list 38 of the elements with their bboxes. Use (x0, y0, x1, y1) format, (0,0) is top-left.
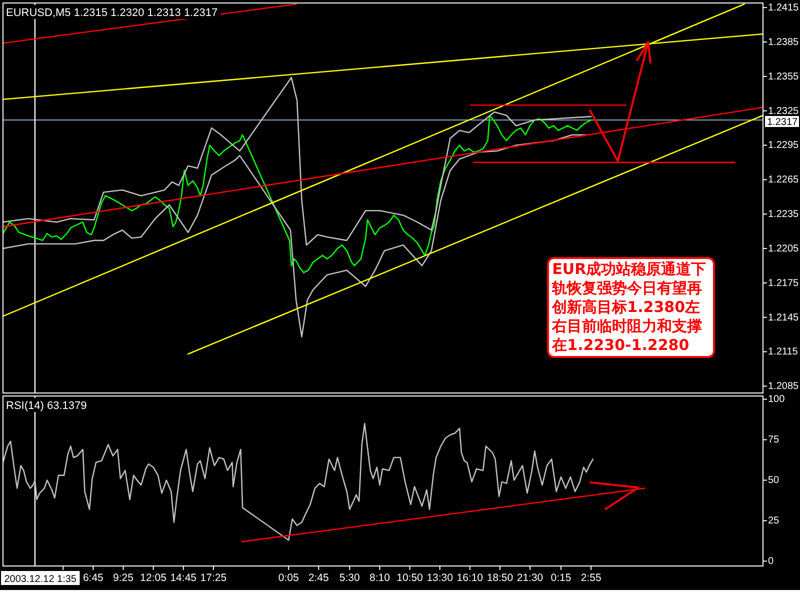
x-tick-label: 0:05 (278, 572, 299, 584)
x-tick-label: 9:25 (113, 572, 134, 584)
x-tick-label: 16:10 (456, 572, 484, 584)
y-tick-label: 75 (768, 434, 780, 446)
x-tick-label: 6:45 (82, 572, 104, 584)
x-tick-label: 12:05 (140, 572, 167, 584)
y-tick-label: 25 (768, 516, 780, 527)
x-tick-label: 14:45 (170, 572, 197, 584)
annotation: EUR成功站稳原通道下轨恢复强势今日有望再创新高目标1.2380左右目前临时阻力和支撑在1.2230-1.2280 (547, 256, 716, 358)
x-tick-label: 21:30 (516, 572, 544, 584)
x-tick-label: 0:15 (550, 572, 572, 584)
y-tick-label: 1.2145 (768, 312, 800, 324)
ref-line-label: 2003.12.12 1:35 (4, 574, 77, 585)
y-tick-label: 1.2265 (768, 174, 800, 186)
y-tick-label: 1.2385 (768, 37, 800, 48)
chart-title: RSI(14) 63.1379 (6, 400, 87, 412)
x-tick-label: 18:50 (486, 572, 514, 584)
y-tick-label: 0 (768, 556, 774, 568)
x-tick-label: 13:30 (426, 572, 454, 584)
y-tick-label: 1.2295 (768, 140, 800, 152)
chart-title: EURUSD,M5 1.2315 1.2320 1.2313 1.2317 (6, 7, 218, 19)
y-tick-label: 1.2175 (768, 278, 800, 289)
x-tick-label: 2:45 (308, 572, 330, 584)
y-tick-label: 50 (768, 475, 780, 486)
y-tick-label: 1.2355 (768, 71, 800, 82)
x-tick-label: 5:30 (339, 572, 360, 584)
y-tick-label: 1.2235 (768, 209, 800, 220)
x-tick-label: 2:55 (580, 572, 602, 584)
y-tick-label: 1.2115 (768, 346, 798, 358)
y-tick-label: 1.2085 (768, 381, 800, 392)
x-tick-label: 17:25 (200, 572, 227, 584)
y-tick-label: 1.2325 (768, 106, 800, 117)
y-tick-label: 1.2205 (768, 243, 800, 254)
y-tick-label: 100 (768, 394, 786, 406)
ref-line-label: 1.2317 (767, 117, 798, 128)
x-tick-label: 8:10 (369, 572, 390, 584)
x-tick-label: 10:50 (396, 572, 424, 584)
y-tick-label: 1.2415 (768, 2, 800, 14)
